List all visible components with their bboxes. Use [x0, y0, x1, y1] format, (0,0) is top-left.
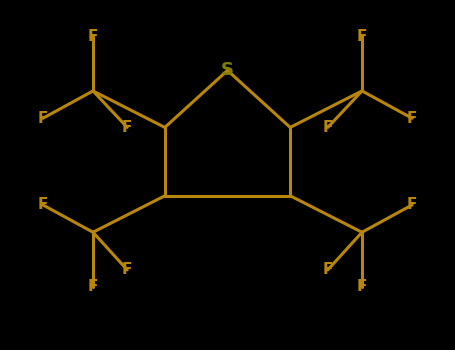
- Text: F: F: [323, 120, 333, 135]
- Text: F: F: [88, 279, 98, 294]
- Text: F: F: [38, 111, 48, 126]
- Text: F: F: [357, 29, 367, 44]
- Text: S: S: [221, 61, 234, 79]
- Text: F: F: [88, 29, 98, 44]
- Text: F: F: [407, 197, 417, 212]
- Text: F: F: [357, 279, 367, 294]
- Text: F: F: [407, 111, 417, 126]
- Text: F: F: [323, 262, 333, 277]
- Text: F: F: [38, 197, 48, 212]
- Text: F: F: [122, 120, 132, 135]
- Text: F: F: [122, 262, 132, 277]
